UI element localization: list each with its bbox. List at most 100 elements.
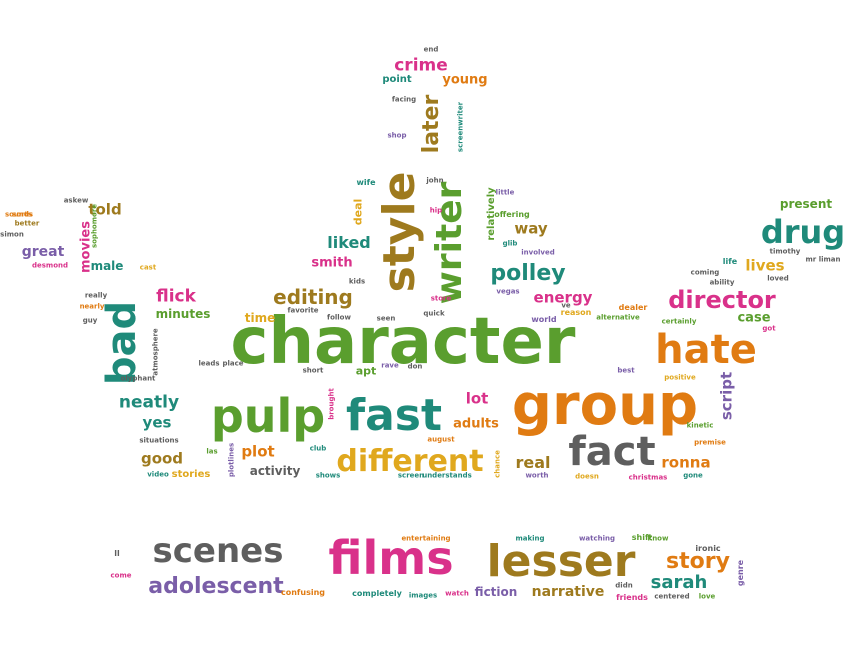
word-good: good (140, 449, 184, 468)
word-sarah: sarah (650, 572, 708, 593)
word-leads: leads (198, 359, 220, 368)
word-screenwriter: screenwriter (456, 101, 465, 153)
word-positive: positive (664, 373, 696, 382)
word-little: little (495, 188, 515, 197)
word-case: case (737, 310, 771, 326)
word-smith: smith (311, 255, 353, 271)
word-pulp: pulp (210, 389, 326, 443)
word-adults: adults (453, 416, 499, 432)
word-plot: plot (241, 442, 275, 461)
word-ironic: ironic (695, 544, 721, 553)
word-vegas: vegas (496, 287, 520, 296)
word-hip: hip (429, 206, 443, 215)
word-reason: reason (560, 308, 592, 317)
word-entertaining: entertaining (401, 534, 451, 543)
word-world: world (531, 315, 557, 324)
word-olyphant: olyphant (120, 374, 156, 383)
word-facing: facing (391, 95, 417, 104)
word-lot: lot (465, 389, 489, 408)
word-lives: lives (745, 256, 785, 275)
word-premise: premise (694, 438, 726, 447)
word-watch: watch (445, 589, 469, 598)
word-atmosphere: atmosphere (151, 328, 160, 376)
word-character: character (230, 305, 576, 379)
word-making: making (515, 534, 545, 543)
word-script: script (717, 371, 736, 421)
word-apt: apt (355, 364, 377, 378)
word-come: come (110, 571, 132, 580)
word-simon: simon (0, 230, 24, 239)
word-know: know (647, 534, 669, 543)
word-style: style (374, 171, 425, 293)
word-writer: writer (429, 181, 470, 305)
word-confusing: confusing (280, 588, 326, 597)
word-dealer: dealer (618, 303, 648, 312)
word-involved: involved (521, 248, 555, 257)
word-minutes: minutes (155, 307, 211, 321)
word-deal: deal (351, 198, 365, 226)
word-store: store (430, 294, 452, 303)
word-brought: brought (327, 388, 336, 420)
word-kids: kids (348, 277, 366, 286)
word-really: really (84, 291, 108, 300)
word-askew: askew (63, 196, 89, 205)
word-liked: liked (327, 233, 371, 252)
word-mr-liman: mr liman (805, 255, 841, 264)
word-point: point (382, 74, 412, 85)
word-offering: offering (494, 210, 530, 219)
word-guy: guy (82, 316, 98, 325)
word-male: male (90, 259, 124, 273)
word-narrative: narrative (531, 584, 605, 600)
word-sophomore: sophomore (90, 203, 99, 249)
word-life: life (722, 257, 738, 266)
word-screen: screen (397, 471, 425, 480)
word-friends: friends (616, 593, 648, 602)
word-story: story (666, 549, 730, 574)
word-follow: follow (327, 313, 351, 322)
word-later: later (419, 94, 444, 154)
word-lesser: lesser (486, 536, 636, 587)
word-worth: worth (525, 471, 549, 480)
word-present: present (779, 197, 833, 211)
word-shift: shift (631, 533, 653, 542)
word-real: real (515, 453, 551, 472)
word-young: young (442, 72, 488, 88)
word-desmond: desmond (31, 261, 69, 270)
word-nearly: nearly (79, 302, 105, 311)
word-neatly: neatly (118, 392, 180, 413)
word-centered: centered (654, 592, 690, 601)
word-seen: seen (376, 314, 396, 323)
word-images: images (408, 591, 438, 600)
word-polley: polley (490, 261, 566, 286)
word-alternative: alternative (596, 313, 640, 322)
word-activity: activity (249, 464, 301, 478)
word-time: time (244, 311, 276, 325)
word-club: club (309, 444, 327, 453)
word-situations: situations (139, 436, 179, 445)
word-loved: loved (767, 274, 789, 283)
word-editing: editing (273, 285, 353, 309)
word-great: great (21, 244, 65, 260)
word-ll: ll (114, 549, 120, 558)
word-best: best (617, 366, 635, 375)
word-completely: completely (352, 589, 402, 598)
word-yes: yes (142, 413, 172, 432)
word-shows: shows (315, 471, 341, 480)
word-stories: stories (171, 469, 211, 480)
word-flick: flick (156, 286, 196, 307)
word-better: better (14, 219, 40, 228)
word-sounds: sounds (4, 210, 34, 219)
word-coming: coming (690, 268, 720, 277)
word-quick: quick (423, 309, 445, 318)
word-ronna: ronna (661, 453, 711, 472)
word-video: video (147, 470, 169, 479)
word-fiction: fiction (474, 585, 518, 599)
word-scenes: scenes (152, 531, 284, 571)
word-crime: crime (394, 55, 448, 76)
word-sorts: sorts (12, 210, 32, 219)
word-genre: genre (736, 559, 745, 587)
word-glib: glib (502, 239, 518, 248)
word-way: way (514, 219, 548, 238)
word-adolescent: adolescent (148, 574, 284, 599)
word-fact: fact (568, 429, 656, 475)
